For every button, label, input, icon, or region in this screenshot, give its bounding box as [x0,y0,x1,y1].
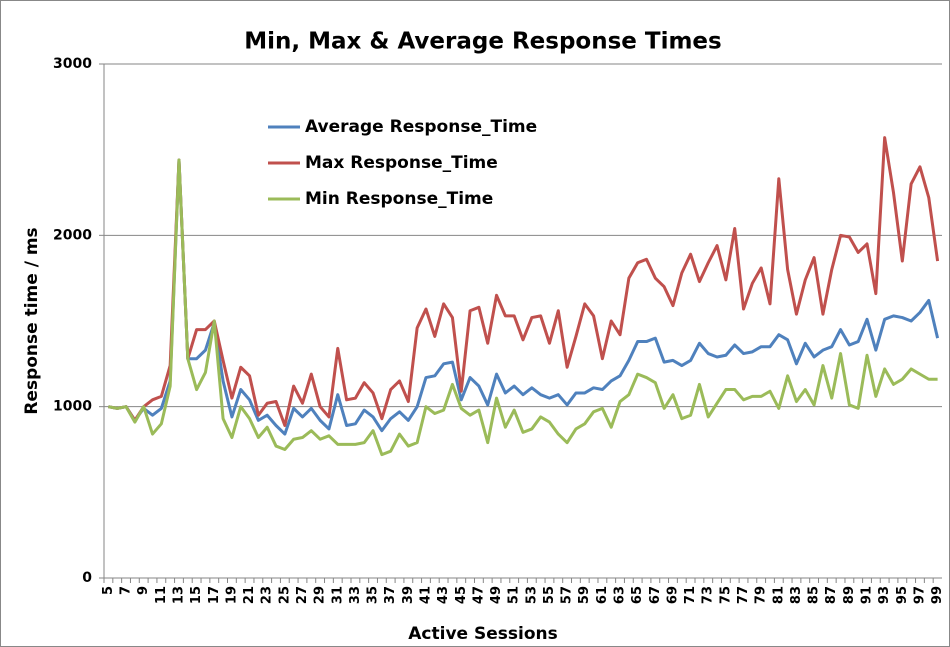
x-tick-label: 35 [366,586,381,604]
x-tick-label: 43 [436,586,451,604]
x-tick-label: 67 [648,586,663,604]
x-tick-label: 65 [630,586,645,604]
x-tick-label: 23 [260,586,275,604]
x-tick-label: 17 [207,586,222,604]
x-tick-label: 37 [383,586,398,604]
series-line [108,136,940,428]
x-tick-label: 55 [542,586,557,604]
x-tick-label: 59 [577,586,592,604]
x-tick-label: 75 [718,586,733,604]
x-tick-label: 63 [613,586,628,604]
x-tick-label: 39 [401,586,416,604]
y-axis-label: Response time / ms [22,227,42,414]
x-tick-label: 97 [912,586,927,604]
x-tick-label: 99 [930,586,945,604]
y-tick-label: 3000 [53,56,92,72]
x-tick-label: 13 [171,586,186,604]
x-tick-label: 87 [824,586,839,604]
legend-label: Average Response_Time [305,117,537,137]
y-tick-label: 1000 [53,399,92,415]
x-tick-label: 77 [736,586,751,604]
x-tick-label: 71 [683,586,698,604]
x-tick-label: 57 [560,586,575,604]
x-tick-label: 51 [507,586,522,604]
x-tick-label: 9 [136,586,151,595]
chart-title: Min, Max & Average Response Times [244,29,721,55]
x-tick-label: 25 [277,586,292,604]
x-tick-label: 45 [454,586,469,604]
x-tick-label: 61 [595,586,610,604]
x-tick-label: 15 [189,586,204,604]
x-tick-label: 93 [877,586,892,604]
x-tick-label: 27 [295,586,310,604]
x-tick-label: 11 [154,586,169,604]
x-tick-label: 73 [701,586,716,604]
x-tick-label: 19 [224,586,239,604]
x-tick-label: 29 [313,586,328,604]
x-tick-label: 7 [119,586,134,595]
x-axis-label: Active Sessions [408,624,557,644]
x-tick-label: 33 [348,586,363,604]
x-tick-label: 79 [754,586,769,604]
x-tick-label: 21 [242,586,257,604]
legend-label: Min Response_Time [305,189,493,209]
x-tick-label: 81 [771,586,786,604]
y-tick-label: 2000 [53,227,92,243]
x-tick-label: 83 [789,586,804,604]
x-tick-label: 95 [895,586,910,604]
legend-label: Max Response_Time [305,153,498,173]
y-tick-label: 0 [82,570,92,586]
x-tick-label: 91 [860,586,875,604]
x-tick-label: 69 [665,586,680,604]
x-tick-label: 41 [418,586,433,604]
series-line [108,158,940,436]
series-line [108,158,938,457]
x-tick-label: 5 [101,586,116,595]
x-tick-label: 31 [330,586,345,604]
x-tick-label: 85 [807,586,822,604]
x-tick-label: 47 [471,586,486,604]
x-tick-label: 49 [489,586,504,604]
x-tick-label: 89 [842,586,857,604]
x-tick-label: 53 [524,586,539,604]
